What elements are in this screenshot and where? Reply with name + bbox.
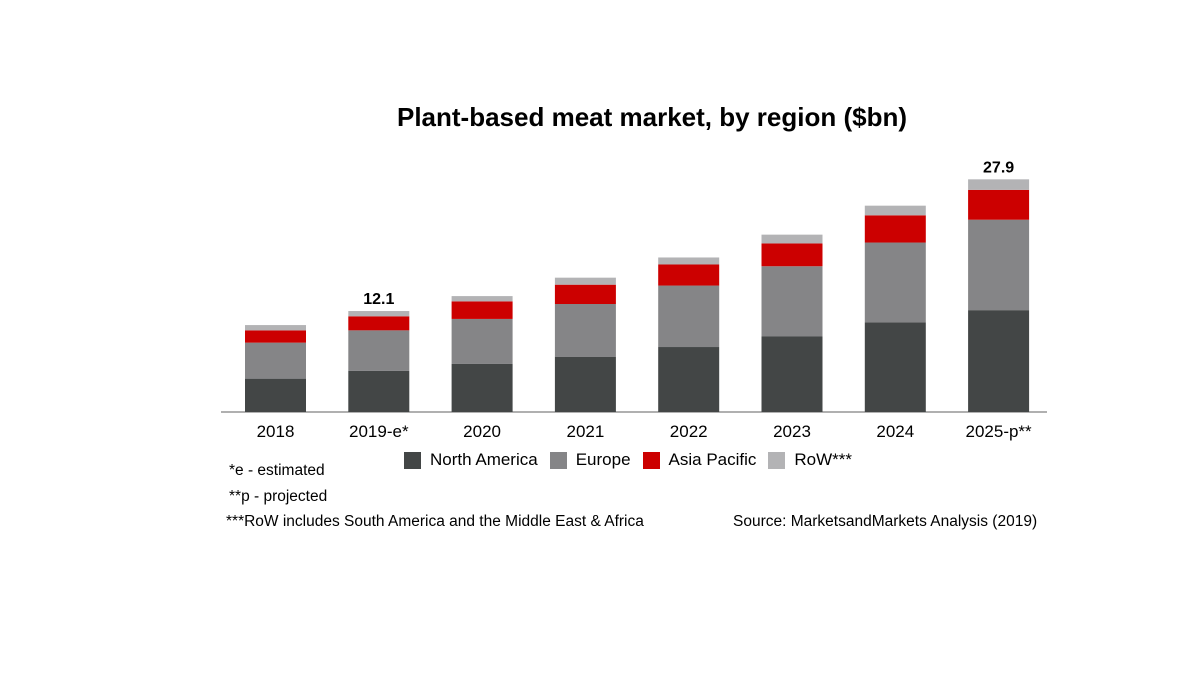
legend-swatch-row bbox=[768, 451, 786, 469]
bar-north-america-2024 bbox=[864, 322, 926, 412]
bar-asia-pacific-2020 bbox=[451, 301, 513, 319]
bar-north-america-2019-e bbox=[348, 370, 410, 412]
bar-north-america-2021 bbox=[554, 356, 616, 412]
bar-north-america-2023 bbox=[761, 336, 823, 412]
bar-row-2018 bbox=[245, 325, 306, 331]
legend-label-north-america: North America bbox=[430, 450, 538, 469]
bar-row-2020 bbox=[451, 296, 513, 302]
bar-row-2019-e bbox=[348, 311, 410, 317]
legend-item-north-america: North America bbox=[404, 450, 538, 470]
bar-europe-2018 bbox=[245, 342, 306, 379]
legend-label-europe: Europe bbox=[575, 450, 631, 469]
legend-swatch-asia-pacific bbox=[642, 451, 660, 469]
x-tick-label-2020: 2020 bbox=[463, 422, 501, 441]
bar-asia-pacific-2025-p bbox=[968, 189, 1030, 220]
total-label-2025-p: 27.9 bbox=[983, 159, 1014, 176]
bar-north-america-2022 bbox=[658, 347, 720, 412]
bar-row-2022 bbox=[658, 257, 720, 265]
chart-title: Plant-based meat market, by region ($bn) bbox=[396, 102, 907, 132]
total-label-2019-e: 12.1 bbox=[363, 291, 394, 308]
bar-row-2021 bbox=[554, 277, 616, 285]
bar-europe-2022 bbox=[658, 285, 720, 348]
x-tick-label-2021: 2021 bbox=[566, 422, 604, 441]
footnote-projected: **p - projected bbox=[229, 488, 328, 505]
x-tick-label-2023: 2023 bbox=[773, 422, 811, 441]
bar-europe-2025-p bbox=[968, 219, 1030, 311]
bar-asia-pacific-2024 bbox=[864, 215, 926, 243]
bar-europe-2024 bbox=[864, 242, 926, 323]
chart-legend: North America Europe Asia Pacific RoW*** bbox=[404, 450, 864, 470]
bar-asia-pacific-2021 bbox=[554, 284, 616, 305]
bar-asia-pacific-2019-e bbox=[348, 316, 410, 331]
bar-asia-pacific-2022 bbox=[658, 264, 720, 286]
x-tick-label-2018: 2018 bbox=[257, 422, 295, 441]
legend-swatch-europe bbox=[549, 451, 567, 469]
legend-swatch-north-america bbox=[404, 451, 421, 469]
bar-row-2025-p bbox=[968, 179, 1030, 190]
bar-row-2023 bbox=[761, 234, 823, 244]
bar-north-america-2020 bbox=[451, 363, 513, 412]
footnote-estimated: *e - estimated bbox=[229, 462, 325, 479]
legend-label-row: RoW*** bbox=[794, 450, 853, 469]
x-tick-label-2022: 2022 bbox=[670, 422, 708, 441]
legend-label-asia-pacific: Asia Pacific bbox=[668, 450, 757, 469]
x-tick-label-2019-e: 2019-e* bbox=[349, 422, 409, 441]
bar-north-america-2018 bbox=[245, 378, 306, 412]
footnote-row: ***RoW includes South America and the Mi… bbox=[226, 513, 644, 530]
bar-asia-pacific-2018 bbox=[245, 330, 306, 343]
bar-europe-2023 bbox=[761, 266, 823, 337]
bar-europe-2021 bbox=[554, 304, 616, 357]
legend-item-row: RoW*** bbox=[768, 450, 852, 470]
bar-north-america-2025-p bbox=[968, 310, 1030, 412]
bar-asia-pacific-2023 bbox=[761, 243, 823, 267]
source-note: Source: MarketsandMarkets Analysis (2019… bbox=[733, 513, 1038, 530]
x-tick-label-2024: 2024 bbox=[876, 422, 914, 441]
legend-item-asia-pacific: Asia Pacific bbox=[642, 450, 757, 470]
bar-europe-2019-e bbox=[348, 330, 410, 371]
bar-row-2024 bbox=[864, 205, 926, 216]
bar-europe-2020 bbox=[451, 318, 513, 364]
x-tick-label-2025-p: 2025-p** bbox=[966, 422, 1033, 441]
legend-item-europe: Europe bbox=[549, 450, 631, 470]
